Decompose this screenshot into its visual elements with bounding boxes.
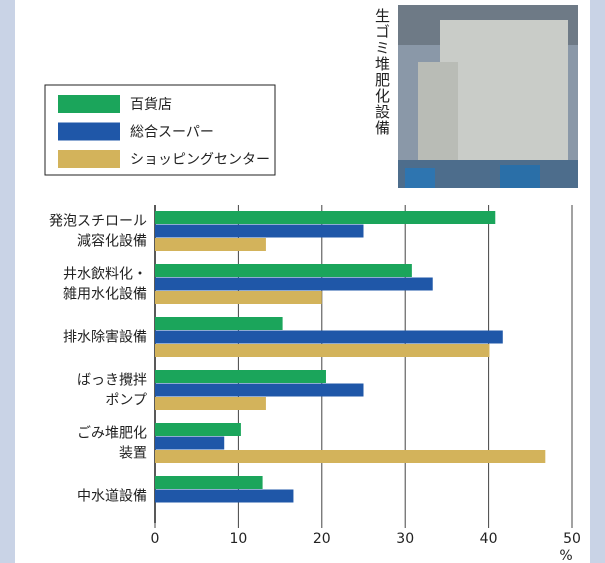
bar <box>155 224 364 238</box>
bar <box>155 264 412 277</box>
legend-label: 百貨店 <box>130 96 172 113</box>
bar <box>155 344 490 357</box>
bar <box>155 330 503 344</box>
legend-swatch <box>58 150 120 168</box>
bar <box>155 291 322 304</box>
y-tick-label: 排水除害設備 <box>63 329 147 345</box>
bar <box>155 211 496 224</box>
bar <box>155 238 266 251</box>
bar <box>155 317 283 330</box>
x-tick-label: 20 <box>313 531 331 547</box>
bar <box>155 450 546 463</box>
bar <box>155 476 263 489</box>
bar <box>155 397 266 410</box>
bar <box>155 423 241 436</box>
y-tick-label: 井水飲料化・ <box>63 266 147 282</box>
y-tick-label: 装置 <box>119 445 147 461</box>
x-tick-label: 0 <box>151 531 160 547</box>
bar <box>155 277 433 291</box>
y-tick-label: 雑用水化設備 <box>63 286 147 302</box>
x-tick-label: 50 <box>563 531 581 547</box>
x-unit: % <box>559 548 572 563</box>
legend-swatch <box>58 95 120 113</box>
legend-label: ショッピングセンター <box>130 152 270 168</box>
legend-swatch <box>58 122 120 141</box>
y-tick-label: 発泡スチロール <box>49 213 147 229</box>
photo-caption: 生ゴミ堆肥化設備 <box>373 8 391 136</box>
legend-label: 総合スーパー <box>130 125 214 141</box>
y-tick-label: 中水道設備 <box>77 488 147 504</box>
y-tick-label: 減容化設備 <box>77 232 147 249</box>
bar <box>155 489 294 503</box>
bar <box>155 383 364 397</box>
bar <box>155 436 225 450</box>
y-tick-label: ばっき攪拌 <box>77 372 147 388</box>
x-tick-label: 10 <box>229 531 247 547</box>
y-tick-label: ポンプ <box>105 392 147 408</box>
x-tick-label: 30 <box>396 531 414 547</box>
x-tick-label: 40 <box>480 531 498 547</box>
photo <box>398 5 578 188</box>
bar <box>155 370 326 383</box>
y-tick-label: ごみ堆肥化 <box>77 425 147 441</box>
